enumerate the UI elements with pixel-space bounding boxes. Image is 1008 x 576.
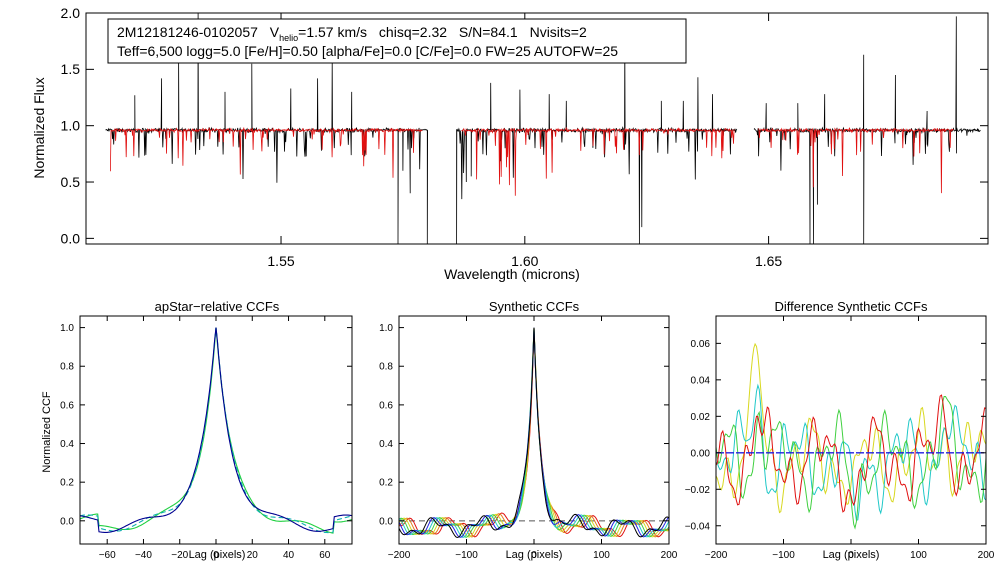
difference-ccf-series-cyan (715, 383, 987, 521)
star-id: 2M12181246-0102057 (117, 24, 258, 40)
spectrum-xtick-label: 1.55 (267, 253, 294, 269)
synthetic-ccf-series-black (398, 327, 670, 539)
spectrum-panel: 1.55 1.60 1.65 0.0 0.5 1.0 1.5 2.0 2M12181246-0… (31, 5, 989, 282)
vhelio-value: =1.57 km/s (298, 24, 367, 40)
synthetic-ccf-xtick-label: 100 (593, 550, 610, 561)
apstar-ccf-ylabel: Normalized CCF (41, 391, 53, 473)
synthetic-ccf-frame (398, 315, 670, 545)
synthetic-ccf-panel: Synthetic CCFs −200 −100 0 100 200 0.0 0.2 0.4 0… (379, 299, 678, 561)
apstar-ccf-ytick-label: 0.4 (60, 439, 74, 450)
difference-ccf-title: Difference Synthetic CCFs (775, 299, 928, 314)
synthetic-ccf-ytick-label: 0.4 (379, 439, 393, 450)
spectrum-ytick-label: 1.0 (61, 118, 81, 134)
difference-ccf-ytick-label: −0.04 (685, 521, 711, 532)
spectrum-model-line (758, 126, 954, 194)
info-line-1: 2M12181246-0102057 Vhelio=1.57 km/s chis… (117, 24, 587, 43)
apstar-ccf-series-visit-2 (79, 327, 353, 534)
apstar-ccf-ytick-label: 0.6 (60, 400, 74, 411)
difference-ccf-xtick-label: 200 (978, 550, 995, 561)
synthetic-ccf-axes: −200 −100 0 100 200 0.0 0.2 0.4 0.6 0.8 1.0 (379, 316, 678, 561)
difference-ccf-ytick-label: 0.02 (691, 412, 711, 423)
spectrum-xlabel: Wavelength (microns) (444, 266, 580, 282)
difference-ccf-ytick-label: 0.06 (691, 339, 711, 350)
apstar-ccf-xtick-label: 60 (319, 550, 331, 561)
difference-ccf-axes: −200 −100 0 100 200 −0.04 −0.02 0.00 0.02 0.04 0.0… (685, 316, 995, 561)
synthetic-ccf-series-red (398, 327, 670, 538)
spectrum-xtick-label: 1.60 (511, 253, 538, 269)
info-box (107, 18, 687, 64)
spectrum-model-line (461, 126, 735, 196)
apstar-ccf-frame (79, 315, 353, 545)
synthetic-ccf-series-green (398, 327, 670, 538)
sn-value: S/N=84.1 (459, 24, 518, 40)
apstar-ccf-title: apStar−relative CCFs (155, 299, 280, 314)
difference-ccf-xtick-label: −200 (705, 550, 728, 561)
synthetic-ccf-xtick-label: 200 (661, 550, 678, 561)
difference-ccf-ytick-label: −0.02 (685, 485, 711, 496)
apstar-ccf-xtick-label: 40 (283, 550, 295, 561)
synthetic-ccf-xtick-label: 0 (531, 550, 537, 561)
spectrum-ytick-label: 2.0 (61, 5, 81, 21)
spectrum-observed-line (456, 43, 738, 245)
difference-ccf-series-red (715, 394, 987, 513)
synthetic-ccf-xtick-label: −100 (455, 550, 478, 561)
apstar-ccf-axes: −60 −40 −20 0 20 40 60 0.0 0.2 0.4 0.6 0.8 1.0 (60, 316, 352, 561)
spectrum-model-line (110, 126, 423, 178)
chisq-value: chisq=2.32 (379, 24, 447, 40)
apstar-ccf-ytick-label: 0.0 (60, 516, 74, 527)
spectrum-xtick-label: 1.65 (755, 253, 782, 269)
difference-ccf-panel: Difference Synthetic CCFs −200 −100 0 100 20… (685, 299, 995, 561)
apstar-ccf-xtick-label: 20 (247, 550, 259, 561)
nvisits-value: Nvisits=2 (530, 24, 587, 40)
synthetic-ccf-series-yellow (398, 327, 670, 538)
synthetic-ccf-series-orange (398, 327, 670, 538)
apstar-ccf-xtick-label: −20 (171, 550, 188, 561)
spectrum-ytick-label: 1.5 (61, 61, 81, 77)
difference-ccf-xtick-label: 100 (910, 550, 927, 561)
apstar-ccf-xtick-label: −60 (99, 550, 116, 561)
difference-ccf-series-green (715, 396, 987, 530)
apstar-ccf-ytick-label: 0.8 (60, 362, 74, 373)
synthetic-ccf-ytick-label: 0.8 (379, 362, 393, 373)
synthetic-ccf-ytick-label: 0.6 (379, 400, 393, 411)
spectrum-ylabel: Normalized Flux (31, 77, 47, 178)
apstar-ccf-series-combined (79, 327, 353, 533)
apstar-ccf-ytick-label: 0.2 (60, 478, 74, 489)
difference-ccf-xlabel: Lag (pixels) (823, 549, 880, 561)
apstar-ccf-xtick-label: −40 (135, 550, 152, 561)
spectrum-axes: 1.55 1.60 1.65 0.0 0.5 1.0 1.5 2.0 (61, 5, 988, 269)
difference-ccf-xtick-label: −100 (772, 550, 795, 561)
stellar-params: Teff=6,500 logg=5.0 [Fe/H]=0.50 [alpha/F… (117, 43, 618, 59)
apstar-ccf-xtick-label: 0 (213, 550, 219, 561)
apstar-ccf-series-visit-1 (79, 327, 353, 534)
spectrum-data-layer (105, 12, 981, 245)
apstar-ccf-xlabel: Lag (pixels) (189, 549, 246, 561)
apstar-ccf-panel: apStar−relative CCFs −60 −40 −20 0 20 40 60 0.0… (41, 299, 353, 561)
synthetic-ccf-data-layer (398, 327, 670, 539)
synthetic-ccf-title: Synthetic CCFs (489, 299, 580, 314)
apstar-ccf-ytick-label: 1.0 (60, 323, 74, 334)
spectrum-plot-frame (85, 12, 989, 245)
synthetic-ccf-ytick-label: 0.0 (379, 516, 393, 527)
synthetic-ccf-ytick-label: 1.0 (379, 323, 393, 334)
apstar-ccf-data-layer (79, 327, 353, 534)
difference-ccf-ytick-label: 0.00 (691, 448, 711, 459)
synthetic-ccf-xlabel: Lag (pixels) (506, 549, 563, 561)
synthetic-ccf-series-cyan (398, 327, 670, 538)
vhelio-label: V (270, 24, 280, 40)
vhelio-subscript: helio (279, 33, 298, 43)
synthetic-ccf-ytick-label: 0.2 (379, 478, 393, 489)
difference-ccf-xtick-label: 0 (848, 550, 854, 561)
difference-ccf-data-layer (715, 342, 987, 530)
difference-ccf-ytick-label: 0.04 (691, 375, 711, 386)
synthetic-ccf-xtick-label: −200 (388, 550, 411, 561)
synthetic-ccf-series-blue (398, 327, 670, 538)
spectrum-ytick-label: 0.0 (61, 230, 81, 246)
spectrum-ytick-label: 0.5 (61, 174, 81, 190)
